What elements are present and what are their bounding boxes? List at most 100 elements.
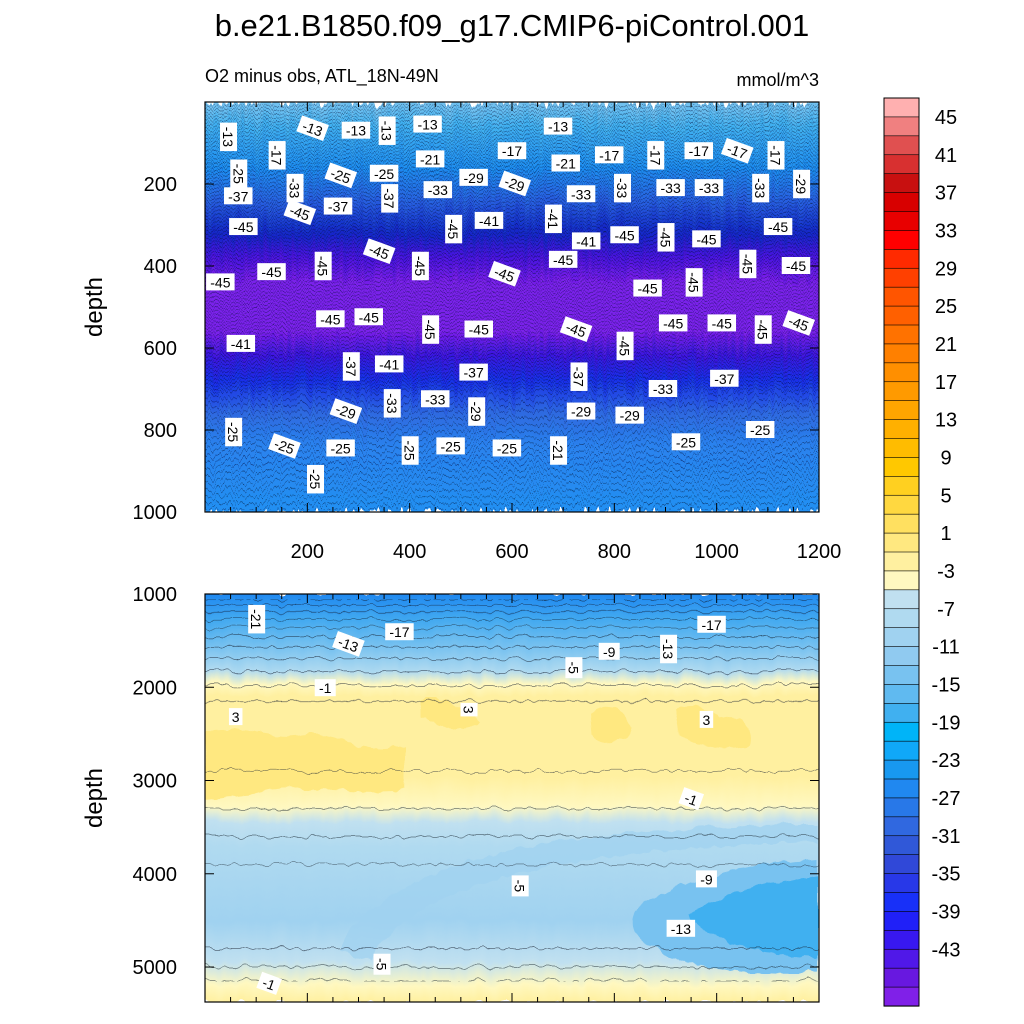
contour-label-text: 3 — [232, 709, 240, 725]
contour-label: -45 — [782, 310, 816, 336]
contour-label-box — [229, 218, 258, 236]
contour-label-text: -25 — [328, 165, 353, 187]
contour-label: -25 — [436, 437, 465, 455]
contour-label-box — [316, 310, 345, 328]
contour-label-text: -33 — [752, 178, 768, 198]
contour-label-text: -45 — [412, 256, 428, 276]
contour-label-text: -45 — [786, 258, 806, 274]
y-tick-label: 1000 — [133, 584, 178, 606]
contour-label: -41 — [374, 355, 404, 373]
contour-label: -21 — [551, 154, 580, 172]
contour-label-box — [206, 273, 235, 291]
colorbar-swatch — [883, 551, 920, 572]
contour-label: -25 — [230, 159, 248, 188]
contour-label: -45 — [707, 314, 737, 332]
contour-label: -37 — [459, 363, 488, 381]
contour-label-text: 3 — [461, 706, 477, 714]
contour-label-box — [671, 433, 701, 451]
colorbar-swatch — [883, 305, 920, 326]
contour-label-text: -25 — [402, 440, 418, 460]
y-tick-label: 200 — [144, 174, 177, 196]
contour-label-box — [268, 433, 301, 459]
colorbar-swatch — [883, 570, 920, 591]
colorbar-swatch — [883, 400, 920, 421]
contour-label-box — [314, 251, 332, 281]
contour-label: -45 — [754, 315, 772, 344]
colorbar-swatch — [883, 740, 920, 761]
x-tick-label: 600 — [495, 541, 528, 563]
contour-label-box — [248, 604, 266, 634]
contour-label-text: -29 — [502, 173, 527, 195]
contour-label-text: -17 — [689, 143, 709, 159]
lower-contour-lines — [205, 599, 819, 982]
y-tick-label: 2000 — [133, 677, 178, 699]
contour-label: -33 — [614, 173, 632, 203]
contour-label-text: -29 — [620, 408, 640, 424]
contour-label-box — [658, 314, 688, 332]
colorbar-swatch — [883, 816, 920, 837]
contour-label-text: -33 — [428, 182, 448, 198]
contour-label: -29 — [468, 397, 486, 426]
upper-contour-lines — [205, 103, 819, 511]
contour-label: 3 — [228, 708, 243, 726]
contour-label-text: -29 — [793, 174, 809, 194]
colorbar-swatch — [883, 930, 920, 950]
contour-label-box — [551, 154, 580, 172]
colorbar-swatch — [883, 230, 920, 250]
contour-label-text: -17 — [599, 147, 619, 163]
contour-label-text: -13 — [660, 639, 676, 659]
colorbar-swatch — [883, 362, 920, 383]
contour-label-box — [684, 142, 714, 160]
contour-label: -17 — [697, 615, 726, 633]
colorbar-swatch — [883, 192, 920, 213]
contour-label: -33 — [566, 185, 596, 203]
colorbar: 45 41 37 33 29 25 21 17 13 9 5 1 -3 -7 -11 -15 -19 -23 -27… — [883, 97, 960, 1007]
contour-label-box — [767, 141, 785, 170]
contour-label-text: -25 — [272, 435, 297, 457]
contour-label: -29 — [566, 402, 596, 420]
contour-label-text: -41 — [576, 233, 596, 249]
colorbar-swatch — [883, 532, 920, 553]
contour-label-box — [307, 464, 325, 494]
contour-label-box — [782, 310, 816, 336]
contour-label-box — [423, 181, 453, 199]
contour-label: -13 — [378, 116, 396, 145]
colorbar-swatch — [883, 911, 920, 931]
contour-label-text: -13 — [548, 119, 568, 135]
colorbar-swatch — [883, 476, 920, 496]
contour-label: -17 — [647, 141, 665, 170]
contour-label-box — [739, 249, 757, 279]
contour-label-text: -45 — [637, 281, 657, 297]
contour-label-box — [415, 150, 445, 168]
contour-label: -41 — [226, 334, 256, 352]
contour-label: -41 — [571, 232, 601, 250]
contour-label-text: -45 — [663, 315, 683, 331]
contour-label: -33 — [286, 173, 304, 203]
contour-label: -33 — [423, 181, 453, 199]
lower-contour-labels: -21-13-17-13-17-9-5-13 33-1-5 -9-13-5-1 — [228, 604, 726, 995]
x-tick-label: 800 — [598, 541, 631, 563]
upper-panel: 200 400 600 800 1000 1200 200 400 600 800 1000 -13… — [81, 101, 841, 563]
x-tick-label: 400 — [393, 541, 426, 563]
contour-label-box — [697, 615, 726, 633]
contour-label-box — [488, 260, 521, 287]
contour-label: -45 — [362, 238, 396, 265]
contour-label: -45 — [781, 257, 811, 274]
contour-label-text: -45 — [469, 322, 489, 338]
colorbar-swatch — [883, 249, 920, 269]
colorbar-swatch — [883, 343, 920, 364]
warm-pocket — [590, 706, 630, 743]
contour-label-box — [657, 223, 675, 252]
contour-label-text: -45 — [553, 252, 573, 268]
contour-label-text: -37 — [343, 356, 359, 376]
colorbar-swatch — [883, 589, 920, 610]
contour-label-box — [544, 204, 562, 234]
contour-label-box — [615, 406, 644, 424]
contour-label-text: -13 — [417, 117, 437, 133]
contour-label-box — [571, 232, 601, 250]
colorbar-swatch — [883, 948, 920, 969]
contour-label-box — [565, 657, 583, 679]
contour-label: -45 — [633, 279, 662, 297]
colorbar-swatch — [883, 116, 920, 137]
contour-label-box — [385, 623, 414, 641]
